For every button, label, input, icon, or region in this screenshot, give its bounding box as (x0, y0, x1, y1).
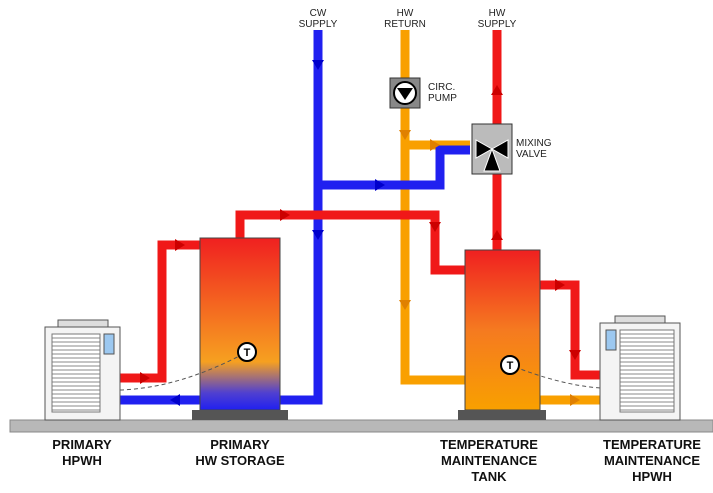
equipment-label: PRIMARY (52, 437, 112, 452)
ground (9, 419, 713, 433)
tank-base (192, 410, 288, 420)
pipe-label: CW (310, 8, 327, 19)
tank-base (458, 410, 546, 420)
primary-storage-tank (199, 237, 281, 411)
sensor-wire (119, 351, 601, 391)
sensor-label: T (507, 360, 514, 372)
primary-hpwh (44, 319, 121, 421)
equipment-label: PRIMARY (210, 437, 270, 452)
equipment-label: MAINTENANCE (441, 453, 537, 468)
labels: CWSUPPLYHWRETURNHWSUPPLYCIRC.PUMPMIXINGV… (52, 8, 701, 484)
pipe-label: HW (489, 8, 506, 19)
component-label: VALVE (516, 149, 547, 160)
equipment-label: TEMPERATURE (603, 437, 701, 452)
equipment-label: MAINTENANCE (604, 453, 700, 468)
circ-pump (389, 77, 421, 109)
tm-tank (464, 249, 541, 411)
sensors: TT (237, 342, 520, 375)
pipe-label: HW (397, 8, 414, 19)
pipe-label: SUPPLY (478, 19, 517, 30)
tm-hpwh (599, 315, 681, 421)
component-label: CIRC. (428, 82, 455, 93)
pipe-label: RETURN (384, 19, 426, 30)
equipment-label: HW STORAGE (195, 453, 285, 468)
sensor-icon (500, 355, 520, 375)
sensor-icon (237, 342, 257, 362)
equipment-label: HPWH (62, 453, 102, 468)
equipment-label: HPWH (632, 469, 672, 484)
sensor-label: T (244, 347, 251, 359)
equipment-label: TANK (471, 469, 507, 484)
pipe-label: SUPPLY (299, 19, 338, 30)
component-label: PUMP (428, 93, 457, 104)
mixing-valve (471, 123, 513, 175)
component-label: MIXING (516, 138, 552, 149)
equipment-label: TEMPERATURE (440, 437, 538, 452)
